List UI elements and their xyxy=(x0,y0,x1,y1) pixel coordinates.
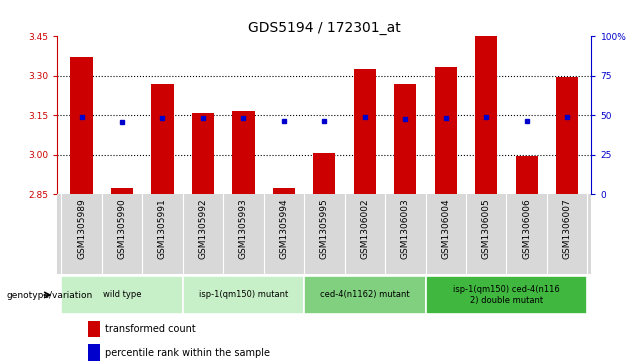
Bar xyxy=(516,156,538,194)
Bar xyxy=(151,84,174,194)
Text: GSM1305994: GSM1305994 xyxy=(279,198,288,259)
Text: GSM1305993: GSM1305993 xyxy=(239,198,248,259)
Bar xyxy=(192,113,214,194)
Text: GSM1306005: GSM1306005 xyxy=(481,198,491,259)
Bar xyxy=(394,84,417,194)
Title: GDS5194 / 172301_at: GDS5194 / 172301_at xyxy=(248,21,401,35)
Text: GSM1305989: GSM1305989 xyxy=(77,198,86,259)
Text: GSM1306006: GSM1306006 xyxy=(522,198,531,259)
Bar xyxy=(273,188,295,194)
Bar xyxy=(434,66,457,194)
Bar xyxy=(111,188,133,194)
Text: GSM1305991: GSM1305991 xyxy=(158,198,167,259)
Bar xyxy=(71,57,93,194)
Text: GSM1306002: GSM1306002 xyxy=(361,198,370,259)
Text: isp-1(qm150) ced-4(n116
2) double mutant: isp-1(qm150) ced-4(n116 2) double mutant xyxy=(453,285,560,305)
Bar xyxy=(183,276,304,314)
Text: GSM1306004: GSM1306004 xyxy=(441,198,450,259)
Text: genotype/variation: genotype/variation xyxy=(6,291,93,299)
Text: isp-1(qm150) mutant: isp-1(qm150) mutant xyxy=(199,290,288,299)
Bar xyxy=(304,276,425,314)
Bar xyxy=(61,276,183,314)
Text: GSM1305995: GSM1305995 xyxy=(320,198,329,259)
Text: GSM1305990: GSM1305990 xyxy=(118,198,127,259)
Text: percentile rank within the sample: percentile rank within the sample xyxy=(105,348,270,358)
Bar xyxy=(425,276,588,314)
Bar xyxy=(475,35,497,194)
Bar xyxy=(314,154,336,194)
Text: transformed count: transformed count xyxy=(105,324,196,334)
Text: GSM1306003: GSM1306003 xyxy=(401,198,410,259)
Bar xyxy=(88,344,100,361)
Bar xyxy=(232,111,254,194)
Text: ced-4(n1162) mutant: ced-4(n1162) mutant xyxy=(320,290,410,299)
Text: GSM1305992: GSM1305992 xyxy=(198,198,207,259)
Text: GSM1306007: GSM1306007 xyxy=(563,198,572,259)
Text: wild type: wild type xyxy=(103,290,141,299)
Bar xyxy=(556,77,578,194)
Bar xyxy=(354,69,376,194)
Bar xyxy=(88,321,100,337)
